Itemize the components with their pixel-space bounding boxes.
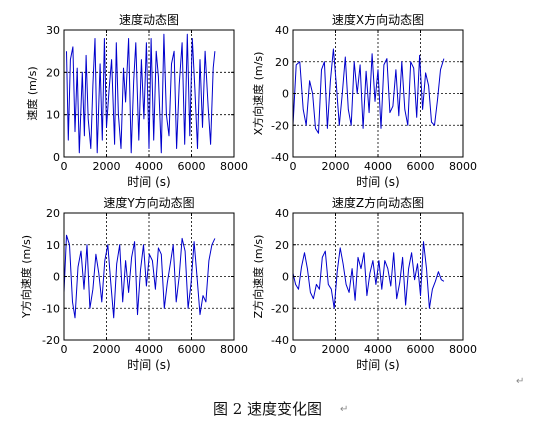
series-line-1 (66, 33, 216, 154)
x-axis-label: 时间 (s) (127, 358, 170, 372)
y-tick-label: 20 (46, 66, 60, 79)
x-axis-label: 时间 (s) (356, 175, 399, 189)
x-tick-label: 2000 (93, 343, 121, 356)
chart-title: 速度X方向动态图 (332, 12, 424, 27)
x-tick-label: 6000 (178, 160, 206, 173)
y-tick-label: 40 (275, 207, 289, 220)
x-tick-label: 2000 (322, 160, 350, 173)
series-line-1 (292, 48, 445, 134)
y-tick-label: 20 (275, 56, 289, 69)
y-tick-label: -40 (271, 334, 289, 347)
y-tick-label: 0 (282, 88, 289, 101)
chart-title: 速度Z方向动态图 (332, 195, 424, 210)
paragraph-mark: ↵ (340, 404, 349, 415)
y-axis-label: 速度 (m/s) (25, 66, 39, 120)
x-tick-label: 2000 (322, 343, 350, 356)
x-tick-label: 0 (290, 160, 297, 173)
x-tick-label: 6000 (178, 343, 206, 356)
y-tick-label: -20 (271, 119, 289, 132)
y-tick-label: 10 (46, 109, 60, 122)
y-tick-label: 0 (53, 151, 60, 164)
y-tick-label: -20 (42, 334, 60, 347)
y-tick-label: 40 (275, 24, 289, 37)
y-axis-label: X方向速度 (m/s) (251, 52, 265, 136)
y-axis-label: Z方向速度 (m/s) (251, 235, 265, 319)
x-tick-label: 6000 (407, 160, 435, 173)
x-tick-label: 8000 (220, 343, 248, 356)
y-tick-label: -20 (271, 302, 289, 315)
x-axis-label: 时间 (s) (127, 175, 170, 189)
y-tick-label: 30 (46, 24, 60, 37)
y-tick-label: -40 (271, 151, 289, 164)
x-axis-label: 时间 (s) (356, 358, 399, 372)
x-tick-label: 4000 (364, 160, 392, 173)
x-tick-label: 8000 (449, 160, 477, 173)
y-tick-label: 20 (46, 207, 60, 220)
series-line-1 (292, 241, 445, 309)
x-tick-label: 8000 (220, 160, 248, 173)
y-tick-label: -10 (42, 302, 60, 315)
y-axis-label: Y方向速度 (m/s) (19, 235, 33, 319)
x-tick-label: 0 (61, 160, 68, 173)
y-tick-label: 0 (53, 271, 60, 284)
x-tick-label: 8000 (449, 343, 477, 356)
x-tick-label: 4000 (135, 343, 163, 356)
x-tick-label: 0 (290, 343, 297, 356)
y-tick-label: 20 (275, 239, 289, 252)
paragraph-mark-right: ↵ (516, 376, 525, 387)
figure-caption: 图 2 速度变化图 (212, 400, 323, 418)
x-tick-label: 2000 (93, 160, 121, 173)
chart-title: 速度Y方向动态图 (103, 195, 194, 210)
chart-title: 速度动态图 (119, 12, 179, 27)
x-tick-label: 0 (61, 343, 68, 356)
y-tick-label: 10 (46, 239, 60, 252)
series-line-1 (63, 234, 216, 319)
x-tick-label: 6000 (407, 343, 435, 356)
x-tick-label: 4000 (135, 160, 163, 173)
y-tick-label: 0 (282, 271, 289, 284)
x-tick-label: 4000 (364, 343, 392, 356)
